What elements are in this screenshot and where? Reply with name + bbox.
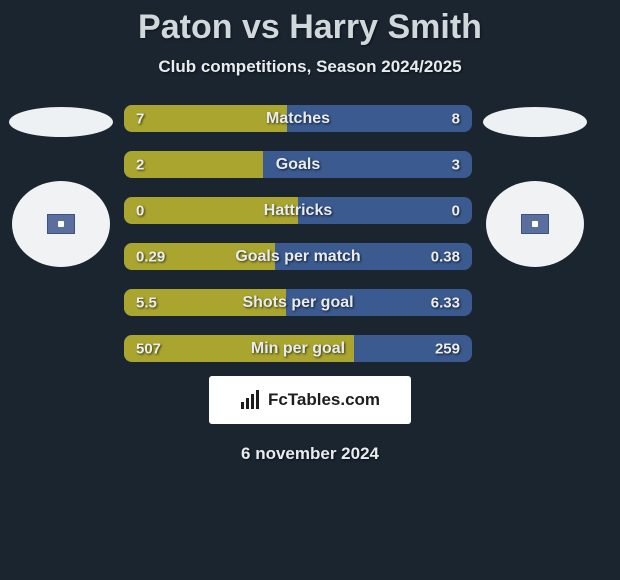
stat-label: Matches [266, 110, 330, 128]
stat-row: 2 Goals 3 [124, 151, 472, 178]
chart-icon [240, 390, 262, 410]
stat-left-value: 7 [136, 110, 144, 127]
stat-label: Shots per goal [242, 294, 353, 312]
placeholder-icon [47, 214, 75, 234]
stat-fill-left [124, 151, 263, 178]
stat-right-value: 3 [452, 156, 460, 173]
stat-row: 507 Min per goal 259 [124, 335, 472, 362]
stat-fill-left [124, 105, 287, 132]
stat-label: Hattricks [264, 202, 332, 220]
player-right-flag [483, 107, 587, 137]
stat-row: 5.5 Shots per goal 6.33 [124, 289, 472, 316]
stat-label: Goals per match [235, 248, 360, 266]
stat-row: 7 Matches 8 [124, 105, 472, 132]
page-title: Paton vs Harry Smith [0, 8, 620, 47]
body: 7 Matches 8 2 Goals 3 0 Hattricks 0 0.29 Goals per… [0, 105, 620, 362]
stat-row: 0 Hattricks 0 [124, 197, 472, 224]
stat-right-value: 0 [452, 202, 460, 219]
stat-left-value: 0.29 [136, 248, 165, 265]
stat-right-value: 0.38 [431, 248, 460, 265]
player-left-avatar [12, 181, 110, 267]
player-right-avatar [486, 181, 584, 267]
stat-left-value: 507 [136, 340, 161, 357]
stat-right-value: 259 [435, 340, 460, 357]
player-right-column [480, 105, 590, 267]
player-left-flag [9, 107, 113, 137]
site-name: FcTables.com [268, 390, 380, 410]
footer-date: 6 november 2024 [0, 444, 620, 464]
stat-left-value: 2 [136, 156, 144, 173]
subtitle: Club competitions, Season 2024/2025 [0, 57, 620, 77]
stat-right-value: 8 [452, 110, 460, 127]
stat-left-value: 5.5 [136, 294, 157, 311]
stats-list: 7 Matches 8 2 Goals 3 0 Hattricks 0 0.29 Goals per… [124, 105, 472, 362]
player-left-column [6, 105, 116, 267]
stat-left-value: 0 [136, 202, 144, 219]
placeholder-icon [521, 214, 549, 234]
stat-label: Min per goal [251, 340, 345, 358]
stat-label: Goals [276, 156, 320, 174]
site-logo[interactable]: FcTables.com [209, 376, 411, 424]
stat-right-value: 6.33 [431, 294, 460, 311]
comparison-card: Paton vs Harry Smith Club competitions, … [0, 0, 620, 580]
stat-row: 0.29 Goals per match 0.38 [124, 243, 472, 270]
